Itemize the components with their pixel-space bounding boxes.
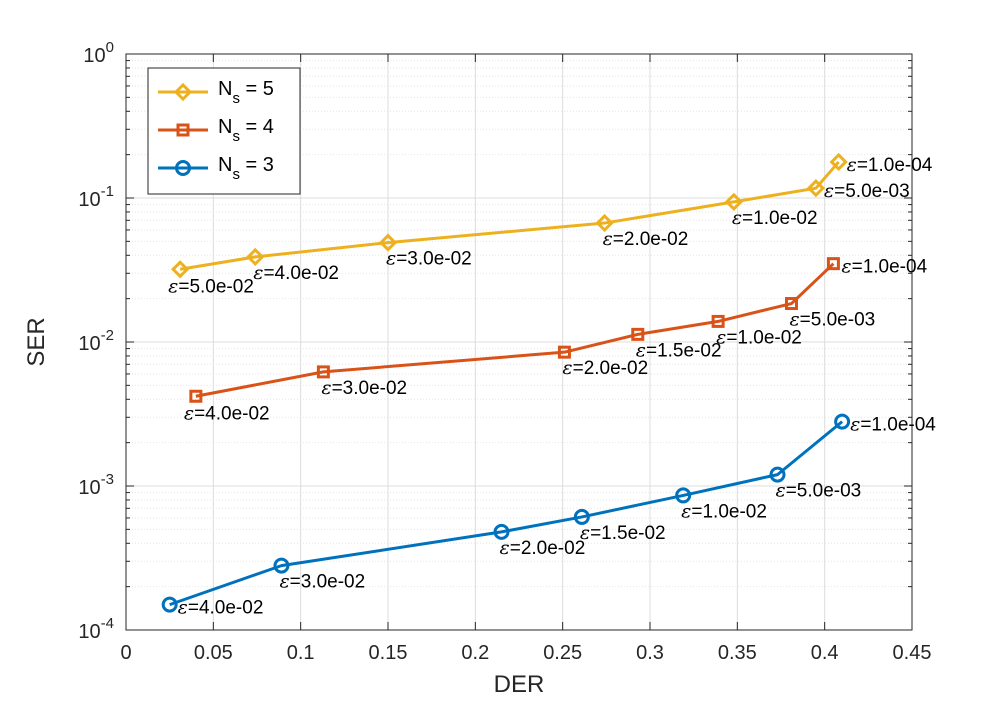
data-point-marker (806, 179, 826, 198)
data-point-marker (161, 596, 178, 613)
legend-marker (176, 123, 190, 137)
series-line (195, 262, 835, 398)
data-point-label: ε=2.0e-02 (500, 537, 586, 559)
data-point-label: ε=5.0e-02 (168, 275, 254, 297)
data-point-label: ε=1.0e-02 (681, 500, 767, 522)
data-point-marker (189, 389, 203, 403)
data-point-marker (246, 247, 265, 267)
data-point-label: ε=1.5e-02 (636, 339, 722, 361)
y-tick-label: 10-3 (78, 471, 114, 499)
y-tick-label: 10-2 (78, 327, 114, 355)
x-tick-label: 0.15 (369, 642, 408, 664)
x-tick-label: 0.4 (811, 642, 839, 664)
legend-item: Ns = 4 (158, 116, 274, 145)
data-point-marker (826, 257, 840, 271)
data-point-label: ε=3.0e-02 (386, 248, 472, 270)
data-point-marker (378, 233, 398, 252)
series-line (179, 160, 840, 271)
x-tick-label: 0.05 (194, 642, 233, 664)
data-point-label: ε=1.0e-04 (841, 256, 927, 278)
x-axis-label: DER (494, 671, 545, 698)
x-tick-label: 0.35 (718, 642, 757, 664)
x-tick-label: 0.25 (543, 642, 582, 664)
series-2 (189, 257, 840, 403)
y-tick-label: 10-4 (78, 615, 114, 643)
data-point-marker (557, 345, 571, 359)
series-1 (171, 152, 848, 279)
legend: Ns = 5 Ns = 4 Ns = 3 (147, 67, 301, 195)
series-3 (161, 413, 851, 613)
x-tick-label: 0.1 (287, 642, 315, 664)
data-point-marker (171, 260, 190, 279)
legend-item: Ns = 5 (158, 78, 274, 107)
data-point-label: ε=2.0e-02 (562, 357, 648, 379)
y-axis-label: SER (23, 317, 50, 366)
data-point-marker (595, 213, 614, 233)
data-point-marker (273, 557, 290, 574)
data-point-marker (316, 365, 330, 379)
series-line (169, 420, 844, 607)
data-point-label: ε=5.0e-03 (776, 480, 862, 502)
data-point-label: ε=1.5e-02 (580, 522, 666, 544)
data-point-marker (493, 523, 510, 540)
data-point-marker (675, 487, 692, 504)
legend-label: Ns = 3 (218, 154, 274, 183)
legend-label: Ns = 4 (218, 116, 274, 145)
legend-marker (175, 160, 191, 176)
data-point-label: ε=2.0e-02 (603, 228, 689, 250)
data-point-marker (834, 413, 851, 430)
data-point-label: ε=4.0e-02 (253, 262, 339, 284)
legend-marker (173, 82, 193, 102)
data-point-label: ε=4.0e-02 (184, 402, 270, 424)
x-tick-label: 0.3 (636, 642, 664, 664)
data-point-label: ε=4.0e-02 (178, 597, 264, 619)
axes: 0 0.05 0.1 0.15 0.2 0.25 0.3 0.35 0.4 0.45 10-4 10-… (78, 39, 931, 664)
y-tick-label: 10-1 (78, 183, 114, 211)
data-point-marker (573, 508, 590, 525)
data-point-label: ε=3.0e-02 (321, 377, 407, 399)
series-group (161, 152, 851, 613)
x-tick-label: 0.2 (461, 642, 489, 664)
legend-label: Ns = 5 (218, 78, 274, 107)
data-point-marker (631, 327, 645, 341)
data-point-marker (724, 192, 743, 211)
x-tick-label: 0 (120, 642, 131, 664)
data-point-marker (769, 466, 786, 483)
data-point-marker (711, 314, 725, 328)
x-tick-label: 0.45 (893, 642, 932, 664)
data-point-label: ε=5.0e-03 (824, 180, 910, 202)
data-point-label: ε=1.0e-02 (732, 207, 818, 229)
y-tick-label: 100 (83, 39, 114, 67)
point-labels: ε=5.0e-02ε=4.0e-02ε=3.0e-02ε=2.0e-02ε=1.… (168, 154, 936, 619)
data-point-label: ε=5.0e-03 (789, 309, 875, 331)
data-point-marker (829, 152, 848, 172)
data-point-label: ε=1.0e-04 (850, 414, 936, 436)
data-point-label: ε=3.0e-02 (279, 571, 365, 593)
data-point-label: ε=1.0e-04 (847, 154, 933, 176)
data-point-marker (784, 297, 798, 311)
legend-item: Ns = 3 (158, 154, 274, 183)
data-point-label: ε=1.0e-02 (716, 326, 802, 348)
